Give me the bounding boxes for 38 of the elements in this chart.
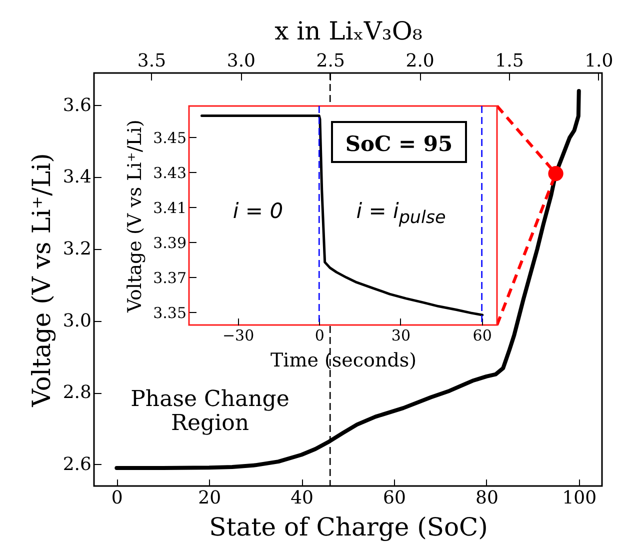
annotation: i = i$_{pulse}$ <box>355 199 447 228</box>
x2-tick-label: 2.0 <box>406 50 434 72</box>
annotation: SoC = 95 <box>331 121 467 163</box>
x-tick-label: 40 <box>290 488 314 508</box>
y-tick-label: 3.2 <box>62 238 92 260</box>
y-axis-title: Voltage (V vs Li⁺/Li) <box>26 153 56 408</box>
x-tick-label: 80 <box>475 488 498 508</box>
x2-tick-label: 3.5 <box>137 50 166 72</box>
y-tick-label: 2.8 <box>62 382 92 404</box>
y-axis-title: Voltage (V vs Li⁺/Li) <box>124 120 146 314</box>
annotation: i = 0 <box>232 199 284 224</box>
y-tick-label: 2.6 <box>62 454 92 475</box>
x-tick-label: 60 <box>383 488 406 508</box>
x-tick-label: −30 <box>222 326 254 344</box>
x-axis-title: Time (seconds) <box>270 350 417 372</box>
x-tick-label: 30 <box>391 326 411 344</box>
x2-axis-title: x in LiₓV₃O₈ <box>274 16 422 46</box>
y-tick-label: 3.43 <box>153 164 186 182</box>
x-tick-label: 0 <box>111 488 123 508</box>
y-tick-label: 3.41 <box>153 198 186 217</box>
y-tick-label: 3.0 <box>62 310 92 332</box>
y-tick-label: 3.37 <box>153 268 186 287</box>
x-tick-label: 20 <box>198 488 222 508</box>
x2-tick-label: 1.5 <box>495 50 524 72</box>
annotation: Phase Change Region <box>130 387 290 436</box>
y-tick-label: 3.4 <box>62 166 92 188</box>
x-tick-label: 100 <box>562 488 597 508</box>
x2-tick-label: 3.0 <box>226 50 256 72</box>
y-tick-label: 3.6 <box>62 94 92 116</box>
x2-tick-label: 1.0 <box>584 50 614 72</box>
y-tick-label: 3.45 <box>153 128 186 147</box>
x-tick-label: 60 <box>472 326 492 344</box>
y-tick-label: 3.39 <box>153 234 186 252</box>
x2-tick-label: 2.5 <box>316 50 345 72</box>
y-tick-label: 3.35 <box>153 304 186 322</box>
x-tick-label: 0 <box>314 326 324 344</box>
line-series <box>200 114 484 316</box>
x-axis-title: State of Charge (SoC) <box>209 512 488 542</box>
